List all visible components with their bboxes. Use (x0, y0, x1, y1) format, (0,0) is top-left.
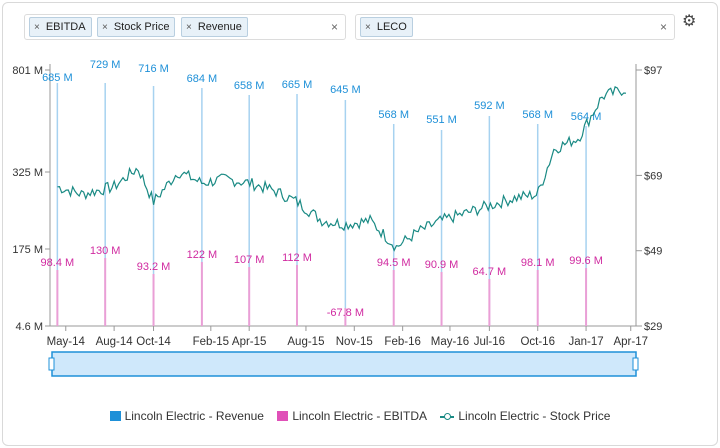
stock-price-line (57, 86, 627, 252)
ebitda-data-label: 98.4 M (41, 257, 75, 269)
ebitda-data-label: 64.7 M (473, 266, 507, 278)
clear-metrics-icon[interactable]: × (331, 20, 339, 34)
ebitda-data-label: 99.6 M (569, 255, 603, 267)
company-filter-box[interactable]: × LECO × (355, 14, 675, 40)
range-handle-right (632, 357, 639, 371)
legend-item-ebitda[interactable]: Lincoln Electric - EBITDA (277, 409, 427, 423)
right-axis-tick-label: $49 (644, 246, 662, 258)
legend-swatch-ebitda (277, 411, 289, 421)
x-axis-tick-label: Jul-16 (474, 336, 505, 348)
revenue-data-label: 658 M (234, 80, 265, 92)
x-axis-tick-label: Apr-15 (232, 336, 267, 348)
company-tag-leco[interactable]: × LECO (360, 17, 413, 37)
revenue-data-label: 716 M (138, 63, 169, 75)
right-axis-tick-label: $69 (644, 170, 662, 182)
metric-tag-stock-price[interactable]: × Stock Price (97, 17, 176, 37)
gear-icon[interactable]: ⚙ (682, 13, 697, 30)
ebitda-data-label: 94.5 M (377, 257, 411, 269)
legend-swatch-stock-price (440, 411, 455, 421)
left-axis-tick-label: 4.6 M (15, 321, 43, 333)
left-axis-tick-label: 325 M (12, 167, 43, 179)
ebitda-data-label: 130 M (90, 245, 121, 257)
left-axis-tick-label: 801 M (12, 65, 43, 77)
x-axis-tick-label: Feb-15 (193, 336, 229, 348)
ebitda-data-label: 107 M (234, 254, 265, 266)
x-axis-tick-label: Feb-16 (384, 336, 420, 348)
revenue-data-label: 684 M (187, 73, 218, 85)
revenue-data-label: 685 M (42, 72, 73, 84)
revenue-data-label: 729 M (90, 59, 121, 71)
ebitda-data-label: 112 M (282, 252, 312, 264)
clear-companies-icon[interactable]: × (660, 20, 668, 34)
revenue-data-label: 665 M (282, 79, 313, 91)
remove-tag-icon[interactable]: × (102, 22, 108, 33)
x-axis-tick-label: May-16 (431, 336, 469, 348)
x-axis-tick-label: Oct-16 (520, 336, 555, 348)
legend-item-stock-price[interactable]: Lincoln Electric - Stock Price (440, 409, 610, 423)
legend-swatch-revenue (109, 411, 121, 421)
left-axis-tick-label: 175 M (12, 244, 43, 256)
ebitda-data-label: -67.8 M (327, 307, 364, 319)
remove-tag-icon[interactable]: × (186, 22, 192, 33)
range-navigator (51, 351, 637, 377)
x-axis-tick-label: Aug-15 (287, 336, 324, 348)
revenue-data-label: 645 M (330, 84, 361, 96)
x-axis-tick-label: Oct-14 (136, 336, 171, 348)
ebitda-data-label: 98.1 M (521, 257, 555, 269)
x-axis-tick-label: Apr-17 (613, 336, 648, 348)
ebitda-data-label: 90.9 M (425, 259, 459, 271)
legend-item-revenue[interactable]: Lincoln Electric - Revenue (109, 409, 264, 423)
remove-tag-icon[interactable]: × (34, 22, 40, 33)
ebitda-data-label: 122 M (187, 249, 218, 261)
revenue-data-label: 568 M (378, 109, 409, 121)
revenue-data-label: 568 M (522, 109, 553, 121)
ebitda-data-label: 93.2 M (137, 261, 171, 273)
x-axis-tick-label: Jan-17 (568, 336, 603, 348)
range-handle-left (48, 357, 55, 371)
x-axis-tick-label: Aug-14 (96, 336, 134, 348)
revenue-data-label: 551 M (426, 114, 457, 126)
metric-tag-revenue[interactable]: × Revenue (181, 17, 248, 37)
metric-filter-box[interactable]: × EBITDA × Stock Price × Revenue × (24, 14, 346, 40)
x-axis-tick-label: May-14 (47, 336, 86, 348)
right-axis-tick-label: $97 (644, 65, 662, 77)
metric-tag-ebitda[interactable]: × EBITDA (29, 17, 92, 37)
legend: Lincoln Electric - Revenue Lincoln Elect… (0, 409, 720, 423)
remove-tag-icon[interactable]: × (365, 22, 371, 33)
revenue-data-label: 592 M (474, 100, 505, 112)
right-axis-tick-label: $29 (644, 321, 662, 333)
x-axis-tick-label: Nov-15 (336, 336, 373, 348)
